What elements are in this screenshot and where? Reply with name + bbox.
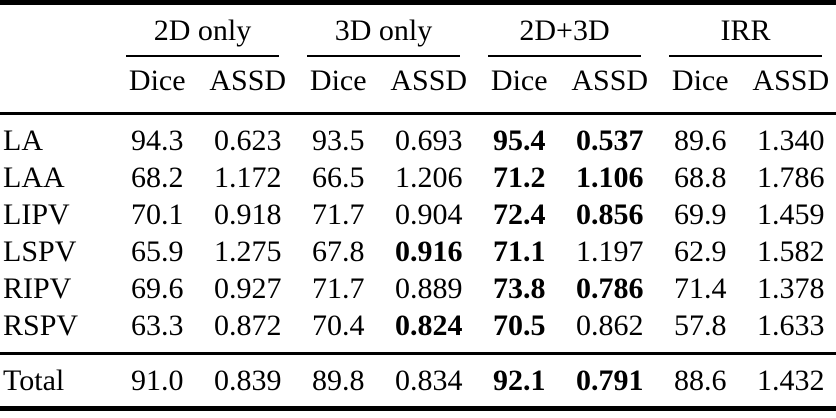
group-header-row: 2D only 3D only 2D+3D IRR [0, 3, 836, 58]
table-row-ripv: RIPV 69.6 0.927 71.7 0.889 73.8 0.786 71… [0, 270, 836, 307]
row-label: Total [0, 352, 112, 409]
data-cell: 1.432 [745, 352, 836, 409]
data-cell: 68.2 [131, 161, 184, 194]
data-cell: 1.197 [576, 235, 644, 268]
corner-cell [0, 57, 112, 115]
data-cell: 69.9 [674, 198, 727, 231]
group-label: 3D only [334, 14, 433, 47]
data-cell: 89.6 [674, 124, 727, 157]
subheader-assd: ASSD [202, 57, 293, 115]
data-cell: 63.3 [131, 309, 184, 342]
data-cell: 94.3 [131, 124, 184, 157]
data-cell-best: 71.2 [493, 161, 546, 194]
group-underline [307, 55, 460, 57]
group-underline [488, 55, 641, 57]
data-cell: 0.904 [395, 198, 463, 231]
data-cell: 71.7 [312, 272, 365, 305]
data-cell: 1.275 [214, 235, 282, 268]
data-cell-best: 73.8 [493, 272, 546, 305]
data-cell: 0.889 [395, 272, 463, 305]
data-cell: 1.206 [395, 161, 463, 194]
data-cell: 88.6 [655, 352, 746, 409]
data-cell-best: 95.4 [493, 124, 546, 157]
table-footer: Total 91.0 0.839 89.8 0.834 92.1 0.791 8… [0, 352, 836, 409]
group-label: 2D only [153, 14, 252, 47]
data-cell: 0.927 [214, 272, 282, 305]
data-cell: 1.459 [757, 198, 825, 231]
row-label: LIPV [3, 198, 70, 231]
table-header: 2D only 3D only 2D+3D IRR Dice ASSD Dice… [0, 3, 836, 115]
group-header-3d-only: 3D only [293, 3, 474, 57]
group-underline [669, 55, 823, 57]
data-cell: 1.378 [757, 272, 825, 305]
data-cell: 93.5 [312, 124, 365, 157]
corner-cell [0, 3, 112, 58]
data-cell: 0.623 [214, 124, 282, 157]
data-cell: 70.4 [312, 309, 365, 342]
data-cell-best: 72.4 [493, 198, 546, 231]
data-cell-best: 1.106 [576, 161, 644, 194]
subheader-dice: Dice [655, 57, 746, 115]
subheader-assd: ASSD [383, 57, 474, 115]
data-cell: 68.8 [674, 161, 727, 194]
data-cell: 1.786 [757, 161, 825, 194]
group-header-irr: IRR [655, 3, 836, 57]
group-label: IRR [720, 14, 771, 47]
data-cell: 89.8 [293, 352, 384, 409]
data-cell: 66.5 [312, 161, 365, 194]
subheader-assd: ASSD [564, 57, 655, 115]
subheader-dice: Dice [474, 57, 565, 115]
data-cell: 70.1 [131, 198, 184, 231]
data-cell: 0.839 [202, 352, 293, 409]
table-row-lipv: LIPV 70.1 0.918 71.7 0.904 72.4 0.856 69… [0, 196, 836, 233]
data-cell-best: 0.791 [564, 352, 655, 409]
row-label: LAA [3, 161, 65, 194]
data-cell: 69.6 [131, 272, 184, 305]
group-header-2d-only: 2D only [112, 3, 293, 57]
table-row-la: LA 94.3 0.623 93.5 0.693 95.4 0.537 89.6… [0, 114, 836, 160]
data-cell: 57.8 [674, 309, 727, 342]
table-row-laa: LAA 68.2 1.172 66.5 1.206 71.2 1.106 68.… [0, 159, 836, 196]
subheader-assd: ASSD [745, 57, 836, 115]
data-cell-best: 0.856 [576, 198, 644, 231]
data-cell: 0.872 [214, 309, 282, 342]
data-cell: 0.918 [214, 198, 282, 231]
table-row-lspv: LSPV 65.9 1.275 67.8 0.916 71.1 1.197 62… [0, 233, 836, 270]
row-label: LSPV [3, 235, 77, 268]
data-cell-best: 0.824 [395, 309, 463, 342]
data-cell: 1.582 [757, 235, 825, 268]
data-cell: 65.9 [131, 235, 184, 268]
data-cell-best: 92.1 [474, 352, 565, 409]
data-cell: 1.172 [214, 161, 282, 194]
data-cell: 71.7 [312, 198, 365, 231]
data-cell: 0.834 [383, 352, 474, 409]
data-cell-best: 70.5 [493, 309, 546, 342]
data-cell-best: 0.786 [576, 272, 644, 305]
data-cell: 91.0 [112, 352, 203, 409]
data-cell-best: 71.1 [493, 235, 546, 268]
row-label: RIPV [3, 272, 72, 305]
row-label: LA [3, 124, 43, 157]
table-row-total: Total 91.0 0.839 89.8 0.834 92.1 0.791 8… [0, 352, 836, 409]
group-header-2d-plus-3d: 2D+3D [474, 3, 655, 57]
data-cell: 67.8 [312, 235, 365, 268]
data-cell-best: 0.537 [576, 124, 644, 157]
table-body: LA 94.3 0.623 93.5 0.693 95.4 0.537 89.6… [0, 114, 836, 354]
table-row-rspv: RSPV 63.3 0.872 70.4 0.824 70.5 0.862 57… [0, 307, 836, 354]
data-cell: 71.4 [674, 272, 727, 305]
data-cell-best: 0.916 [395, 235, 463, 268]
data-cell: 1.633 [757, 309, 825, 342]
group-underline [126, 55, 279, 57]
data-cell: 62.9 [674, 235, 727, 268]
subheader-row: Dice ASSD Dice ASSD Dice ASSD Dice ASSD [0, 57, 836, 115]
row-label: RSPV [3, 309, 79, 342]
data-cell: 0.693 [395, 124, 463, 157]
data-cell: 0.862 [576, 309, 644, 342]
subheader-dice: Dice [112, 57, 203, 115]
data-cell: 1.340 [757, 124, 825, 157]
group-label: 2D+3D [519, 14, 610, 47]
subheader-dice: Dice [293, 57, 384, 115]
